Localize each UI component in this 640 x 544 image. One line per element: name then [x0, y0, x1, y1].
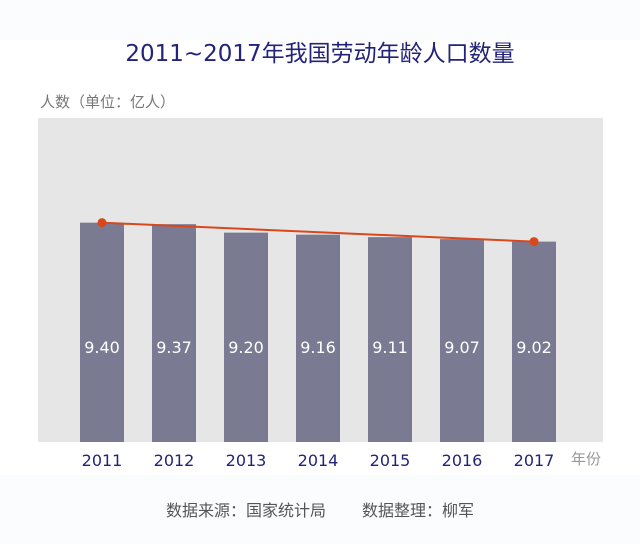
footer: 数据来源：国家统计局 数据整理：柳军 — [0, 497, 640, 521]
x-tick-label: 2014 — [298, 451, 339, 470]
bar — [512, 241, 556, 442]
bar-value-label: 9.20 — [228, 338, 264, 357]
bar-value-label: 9.37 — [156, 338, 192, 357]
editor-text: 数据整理：柳军 — [362, 501, 475, 520]
x-tick-label: 2016 — [442, 451, 483, 470]
bar-value-label: 9.11 — [372, 338, 408, 357]
bar — [296, 234, 340, 442]
x-tick-label: 2015 — [370, 451, 411, 470]
trend-point — [529, 237, 539, 247]
x-tick-label: 2017 — [514, 451, 555, 470]
x-tick-label: 2012 — [154, 451, 195, 470]
bar — [224, 232, 268, 442]
x-tick-label: 2013 — [226, 451, 267, 470]
x-tick-label: 2011 — [82, 451, 123, 470]
bar-value-label: 9.02 — [516, 338, 552, 357]
bar-value-label: 9.07 — [444, 338, 480, 357]
bar — [152, 224, 196, 442]
bar — [440, 239, 484, 442]
bar — [368, 237, 412, 442]
bar-value-label: 9.16 — [300, 338, 336, 357]
source-text: 数据来源：国家统计局 — [165, 501, 326, 520]
bar — [80, 222, 124, 442]
chart-title: 2011~2017年我国劳动年龄人口数量 — [125, 41, 515, 67]
trend-line — [101, 221, 535, 243]
bar-value-label: 9.40 — [84, 338, 120, 357]
x-axis-label: 年份 — [571, 450, 602, 468]
y-axis-label: 人数（单位：亿人） — [40, 93, 176, 111]
trend-point — [97, 218, 107, 228]
